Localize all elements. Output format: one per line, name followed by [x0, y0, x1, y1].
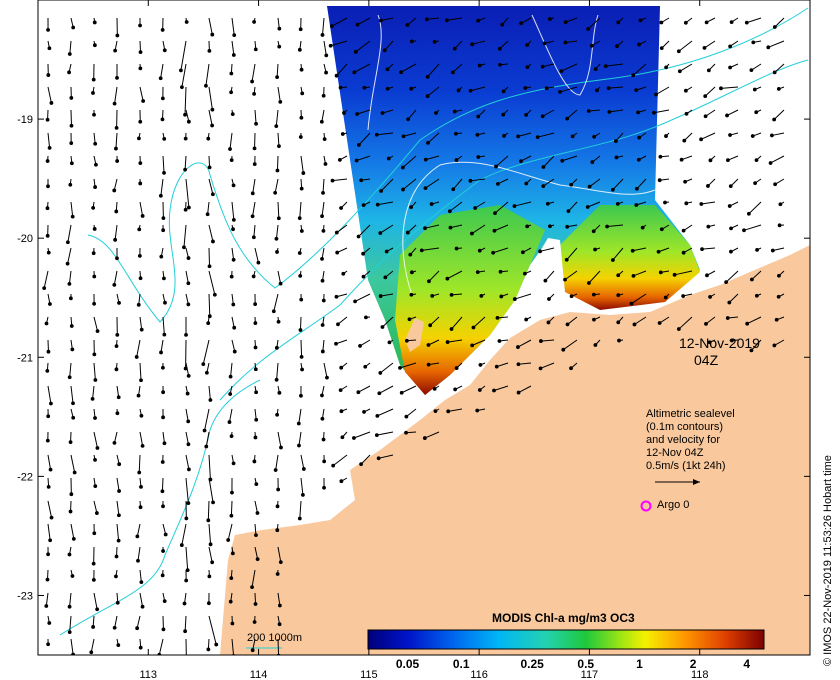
- lon-tick-label: 118: [691, 669, 709, 680]
- cloud-gap: [530, 238, 565, 300]
- legend-line-3: and velocity for: [646, 434, 720, 446]
- argo-label: Argo 0: [657, 499, 690, 511]
- lon-tick-label: 116: [470, 669, 488, 680]
- map-time: 04Z: [694, 352, 719, 368]
- lat-tick-label: -20: [17, 233, 33, 245]
- legend-line-2: (0.1m contours): [646, 421, 724, 433]
- colorbar-tick-label: 0.25: [520, 657, 544, 671]
- colorbar-tick-label: 4: [743, 657, 750, 671]
- colorbar-tick-label: 0.1: [453, 657, 470, 671]
- argo-marker: [640, 500, 652, 512]
- legend-line-1: Altimetric sealevel: [646, 408, 735, 420]
- colorbar-tick-label: 0.05: [396, 657, 420, 671]
- lat-tick-label: -21: [17, 352, 33, 364]
- depth-contour-label: 200 1000m: [247, 632, 303, 644]
- legend-line-5: 0.5m/s (1kt 24h): [646, 460, 726, 472]
- colorbar-tick-label: 2: [690, 657, 697, 671]
- plot-frame: [37, 0, 811, 656]
- lon-tick-label: 117: [581, 669, 599, 680]
- velocity-vectors: [42, 17, 785, 655]
- sealevel-contours: [367, 14, 656, 296]
- colorbar-tick-label: 0.5: [577, 657, 594, 671]
- land-mass: [220, 245, 810, 655]
- lon-tick-label: 115: [360, 669, 378, 680]
- lat-tick-label: -23: [17, 590, 33, 602]
- lat-tick-label: -19: [17, 114, 33, 126]
- credit-text: © IMOS 22-Nov-2019 11:53:26 Hobart time: [822, 455, 834, 666]
- colorbar: [367, 629, 765, 650]
- lat-tick-label: -22: [17, 471, 33, 483]
- lon-tick-label: 113: [140, 669, 158, 680]
- map-date: 12-Nov-2019: [679, 335, 760, 351]
- legend-line-4: 12-Nov 04Z: [646, 447, 704, 459]
- lon-tick-label: 114: [250, 669, 268, 680]
- island: [405, 318, 424, 352]
- colorbar-title: MODIS Chl-a mg/m3 OC3: [492, 611, 635, 625]
- colorbar-tick-label: 1: [636, 657, 643, 671]
- nearshore-bloom-west: [395, 205, 545, 395]
